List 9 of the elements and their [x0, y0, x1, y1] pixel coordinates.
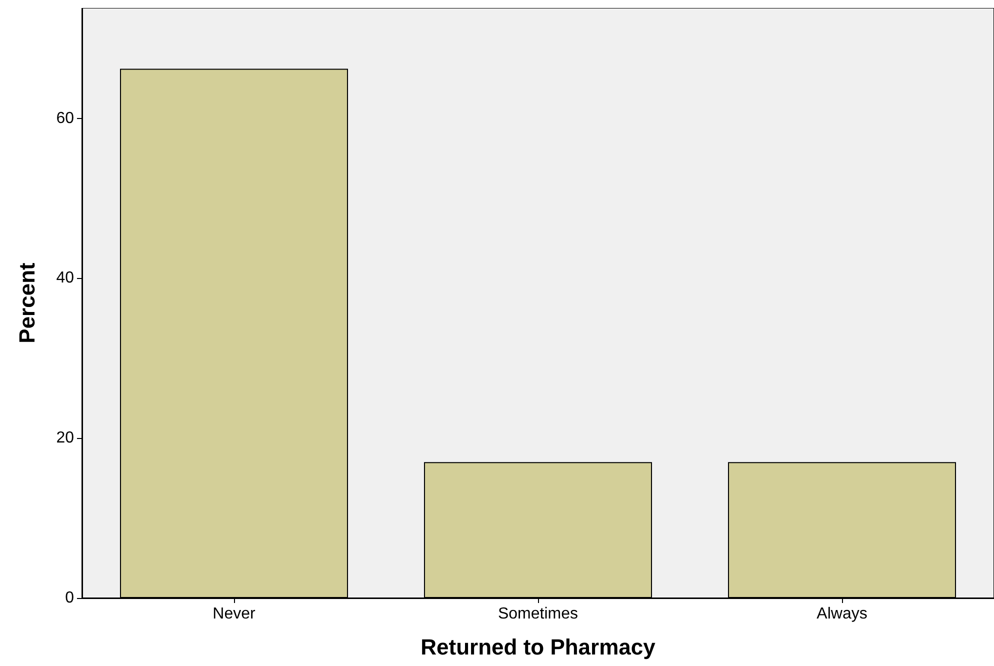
x-tick-label: Always — [816, 606, 868, 622]
x-tick-label: Never — [212, 606, 256, 622]
y-axis-title: Percent — [14, 262, 40, 344]
y-tick-label: 0 — [65, 590, 74, 606]
y-tick-label: 60 — [56, 110, 74, 127]
y-tick-label: 40 — [56, 270, 74, 287]
y-tick-label: 20 — [56, 430, 74, 447]
x-axis-title: Returned to Pharmacy — [420, 634, 656, 660]
x-tick-label: Sometimes — [498, 606, 578, 622]
